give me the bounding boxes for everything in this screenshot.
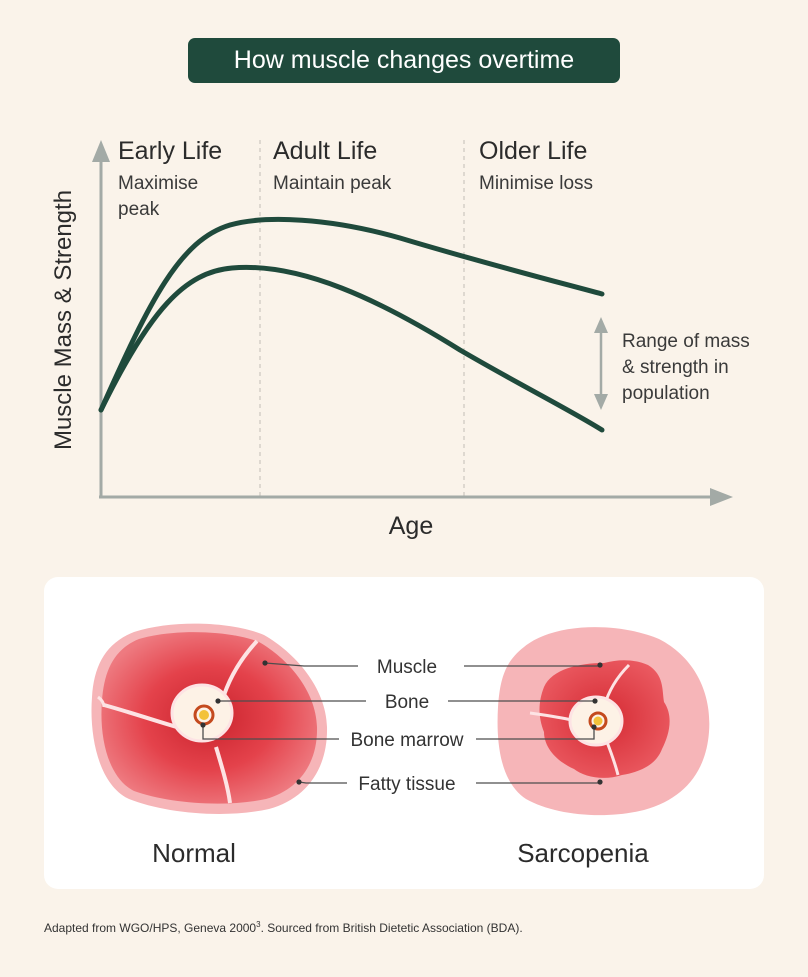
lower-curve <box>98 264 605 433</box>
phase-desc-adult: Maintain peak <box>273 173 392 194</box>
leader-dots-left <box>200 660 302 785</box>
page-title: How muscle changes overtime <box>233 46 575 74</box>
y-axis-arrow <box>92 140 110 162</box>
title-banner: How muscle changes overtime <box>188 38 620 83</box>
phase-desc-early-1: Maximise <box>118 173 198 194</box>
phase-name-older: Older Life <box>479 137 587 165</box>
cross-section-card: Muscle Bone Bone marrow Fatty tissue Nor… <box>44 577 764 889</box>
label-fatty-tissue: Fatty tissue <box>358 774 455 795</box>
caption-sarcopenia: Sarcopenia <box>517 838 649 868</box>
normal-septum-3 <box>214 746 232 804</box>
cross-section-diagram: Muscle Bone Bone marrow Fatty tissue Nor… <box>91 623 710 868</box>
normal-septum-2 <box>103 703 178 729</box>
sarcopenia-bone-marrow-ring <box>588 711 608 731</box>
leader-dots-right <box>591 662 603 785</box>
footnote-source: . Sourced from British Dietetic Associat… <box>260 921 523 935</box>
normal-septum-1 <box>222 639 259 696</box>
phase-desc-early-2: peak <box>118 199 160 220</box>
upper-curve <box>98 216 605 413</box>
range-label-3: population <box>622 383 710 404</box>
muscle-chart: Early Life Maximise peak Adult Life Main… <box>50 137 750 540</box>
sarcopenia-septum-3 <box>605 741 620 776</box>
source-footnote: Adapted from WGO/HPS, Geneva 20003. Sour… <box>44 920 523 935</box>
sarcopenia-bone-marrow <box>593 716 603 726</box>
normal-septum-4 <box>97 695 106 708</box>
range-arrow-down <box>594 394 608 410</box>
y-axis-label: Muscle Mass & Strength <box>50 190 77 450</box>
phase-name-early: Early Life <box>118 137 222 165</box>
phase-desc-older: Minimise loss <box>479 173 593 194</box>
label-bone: Bone <box>385 692 429 713</box>
range-label-2: & strength in <box>622 357 729 378</box>
label-muscle: Muscle <box>377 657 437 678</box>
phase-name-adult: Adult Life <box>273 137 377 165</box>
caption-normal: Normal <box>152 838 236 868</box>
normal-leg-section <box>91 623 328 814</box>
sarcopenia-leg-section <box>497 627 710 816</box>
x-axis-arrow <box>710 488 733 506</box>
range-label-1: Range of mass <box>622 331 750 352</box>
label-bone-marrow: Bone marrow <box>351 730 464 751</box>
normal-bone-marrow <box>199 710 209 720</box>
footnote-text: Adapted from WGO/HPS, Geneva 2000 <box>44 921 257 935</box>
footnote-superscript: 3 <box>256 920 261 929</box>
x-axis-label: Age <box>389 512 433 540</box>
range-arrow-up <box>594 317 608 333</box>
